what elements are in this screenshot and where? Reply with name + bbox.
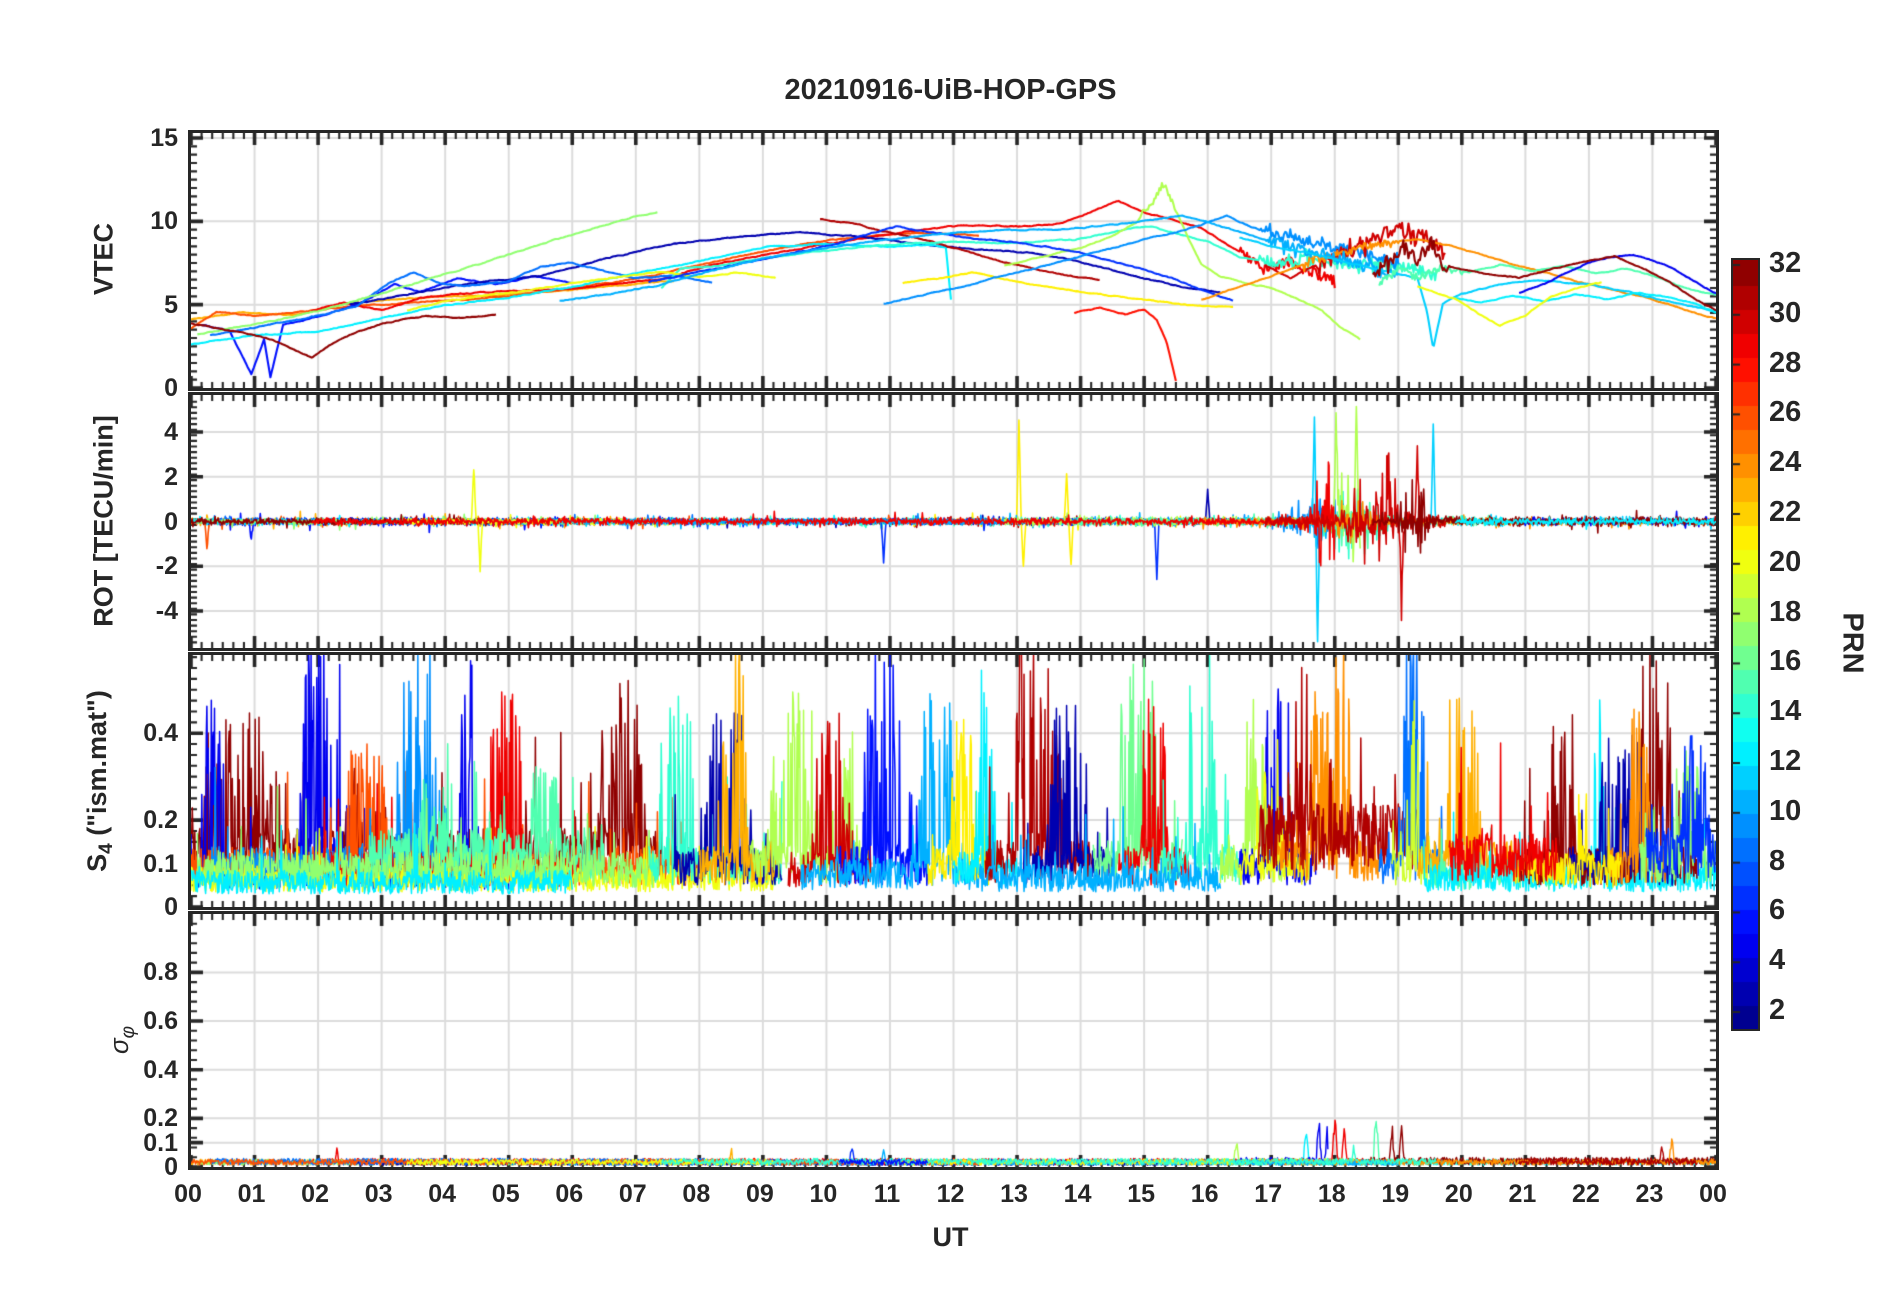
y-axis-label-rot: ROT [TECU/min] bbox=[88, 415, 119, 627]
colorbar-tick-label: 2 bbox=[1769, 994, 1786, 1027]
y-axis-label-s4: S4 ("ism.mat") bbox=[81, 690, 118, 872]
x-tick-label: 00 bbox=[174, 1180, 202, 1208]
colorbar-tick-label: 14 bbox=[1769, 695, 1802, 728]
x-tick-label: 19 bbox=[1381, 1180, 1410, 1208]
y-tick-label: 0 bbox=[164, 1153, 178, 1181]
colorbar-tick-label: 8 bbox=[1769, 844, 1786, 877]
colorbar-tick-label: 10 bbox=[1769, 794, 1802, 827]
colorbar-tick-label: 30 bbox=[1769, 296, 1802, 329]
x-tick-label: 11 bbox=[873, 1180, 901, 1208]
x-tick-label: 21 bbox=[1508, 1180, 1537, 1208]
y-tick-label: -4 bbox=[155, 597, 178, 626]
x-tick-label: 17 bbox=[1254, 1180, 1283, 1208]
colorbar-tick-label: 16 bbox=[1769, 645, 1802, 678]
y-tick-label: 0 bbox=[164, 893, 178, 921]
panel-rot bbox=[188, 392, 1719, 651]
panel-sigma-phi bbox=[188, 911, 1719, 1170]
y-tick-label: 4 bbox=[164, 417, 178, 446]
y-tick-label: 0 bbox=[164, 507, 178, 536]
colorbar-tick-label: 20 bbox=[1769, 545, 1802, 578]
x-tick-label: 01 bbox=[237, 1180, 266, 1208]
panel-vtec bbox=[188, 130, 1719, 391]
y-tick-label: 10 bbox=[150, 207, 178, 236]
x-tick-label: 16 bbox=[1190, 1180, 1219, 1208]
x-tick-label: 23 bbox=[1635, 1180, 1664, 1208]
x-tick-label: 15 bbox=[1127, 1180, 1156, 1208]
colorbar-tick-label: 32 bbox=[1769, 246, 1802, 279]
y-tick-label: 0 bbox=[164, 374, 178, 402]
y-tick-label: 0.6 bbox=[143, 1007, 178, 1036]
y-tick-label: 0.4 bbox=[143, 1055, 178, 1084]
x-tick-label: 00 bbox=[1699, 1180, 1727, 1208]
y-tick-label: 0.2 bbox=[143, 806, 178, 835]
colorbar-tick-label: 26 bbox=[1769, 396, 1802, 429]
colorbar-tick-label: 24 bbox=[1769, 446, 1802, 479]
colorbar-tick-label: 28 bbox=[1769, 346, 1802, 379]
x-axis-label: UT bbox=[932, 1222, 969, 1252]
vtec-plot-canvas bbox=[191, 133, 1716, 388]
x-tick-label: 13 bbox=[1000, 1180, 1028, 1208]
x-tick-label: 02 bbox=[301, 1180, 329, 1208]
x-tick-label: 04 bbox=[428, 1180, 457, 1208]
colorbar-tick-label: 6 bbox=[1769, 894, 1786, 927]
colorbar-label: PRN bbox=[1836, 612, 1869, 674]
x-tick-label: 10 bbox=[809, 1180, 838, 1208]
x-tick-label: 06 bbox=[555, 1180, 584, 1208]
y-tick-label: 0.8 bbox=[143, 958, 178, 987]
colorbar-tick-label: 22 bbox=[1769, 496, 1802, 528]
x-tick-label: 07 bbox=[618, 1180, 647, 1208]
x-tick-label: 22 bbox=[1572, 1180, 1600, 1208]
x-tick-label: 20 bbox=[1444, 1180, 1473, 1208]
y-tick-label: 0.2 bbox=[143, 1104, 178, 1133]
x-tick-label: 09 bbox=[745, 1180, 774, 1208]
y-tick-label: 2 bbox=[164, 462, 178, 491]
y-axis-label-vtec: VTEC bbox=[88, 222, 119, 296]
y-tick-label: 0.4 bbox=[143, 719, 178, 748]
colorbar-tick-label: 12 bbox=[1769, 745, 1802, 778]
s4-plot-canvas bbox=[191, 655, 1716, 907]
x-tick-label: 08 bbox=[682, 1180, 711, 1208]
x-tick-label: 18 bbox=[1317, 1180, 1346, 1208]
y-tick-label: 5 bbox=[164, 290, 178, 319]
x-tick-label: 14 bbox=[1063, 1180, 1092, 1208]
rot-plot-canvas bbox=[191, 395, 1716, 648]
x-tick-label: 03 bbox=[364, 1180, 393, 1208]
y-tick-label: -2 bbox=[155, 552, 178, 581]
colorbar-tick-label: 4 bbox=[1769, 944, 1786, 977]
x-tick-label: 12 bbox=[936, 1180, 965, 1208]
panel-s4 bbox=[188, 652, 1719, 910]
sigma-phi-plot-canvas bbox=[191, 914, 1716, 1167]
y-tick-label: 0.1 bbox=[143, 1128, 178, 1157]
page-title: 20210916-UiB-HOP-GPS bbox=[784, 74, 1117, 106]
colorbar-tick-label: 18 bbox=[1769, 595, 1802, 628]
y-tick-label: 15 bbox=[150, 124, 178, 152]
prn-colorbar bbox=[1731, 258, 1760, 1031]
y-tick-label: 0.1 bbox=[143, 849, 178, 878]
x-tick-label: 05 bbox=[491, 1180, 520, 1208]
